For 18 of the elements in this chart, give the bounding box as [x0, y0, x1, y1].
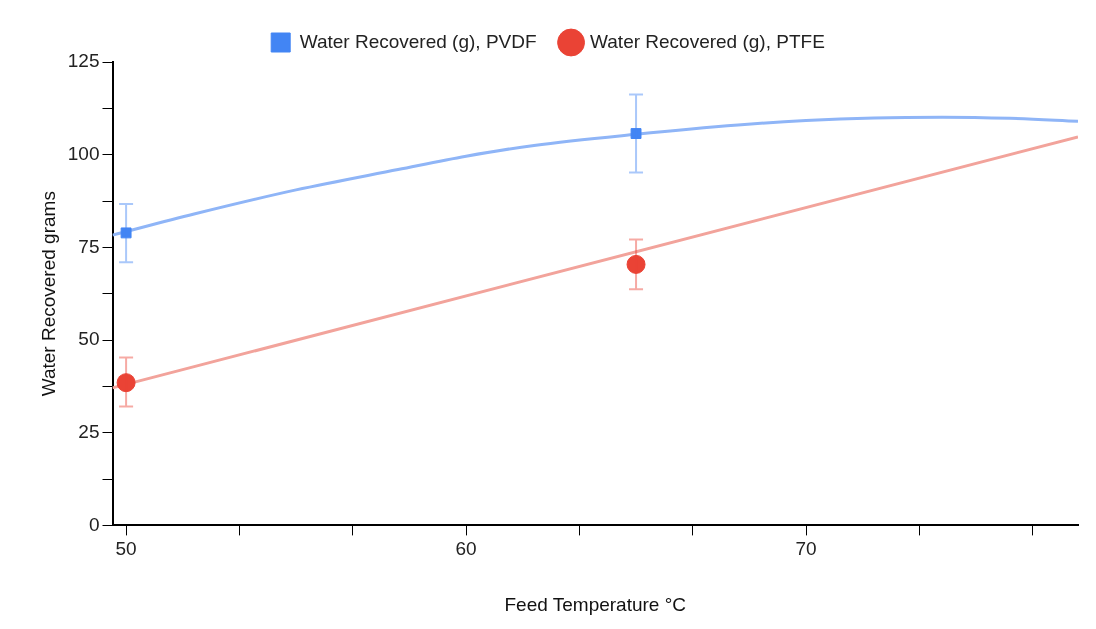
- point: [116, 373, 136, 393]
- point: [120, 227, 132, 239]
- line-series: [112, 115, 1078, 237]
- x-axis-title: Feed Temperature °C: [504, 593, 687, 615]
- legend-label: Water Recovered (g), PVDF: [299, 30, 537, 52]
- y-tick-label: 100: [67, 142, 100, 164]
- point: [630, 128, 642, 139]
- point: [626, 254, 646, 274]
- y-tick-label: 50: [78, 328, 100, 350]
- y-axis-title: Water Recovered grams: [37, 191, 59, 397]
- y-tick-label: 0: [88, 513, 100, 535]
- legend-label: Water Recovered (g), PTFE: [590, 30, 825, 52]
- x-tick-label: 70: [795, 538, 817, 560]
- x-tick-label: 50: [115, 538, 137, 560]
- y-tick-label: 25: [78, 420, 100, 442]
- x-tick-label: 60: [455, 538, 477, 560]
- y-tick-label: 125: [67, 50, 100, 72]
- y-tick-label: 75: [78, 235, 100, 257]
